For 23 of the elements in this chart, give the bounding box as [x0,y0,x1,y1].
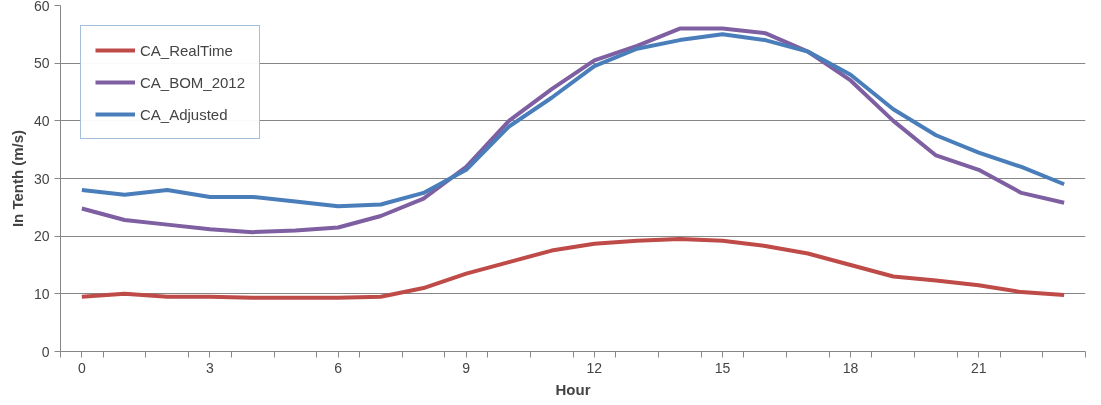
y-tick-label: 50 [33,55,50,72]
x-tick-label: 3 [206,359,215,376]
line-series [79,26,1067,235]
x-axis-title: Hour [555,380,591,398]
x-tick-label: 6 [334,359,343,376]
x-tick-label: 15 [714,359,731,376]
x-tick-label: 21 [970,359,987,376]
y-tick-label: 0 [41,343,50,360]
legend-label: CA_Adjusted [140,105,228,123]
y-tick-label: 40 [33,112,50,129]
legend-label: CA_BOM_2012 [140,73,246,91]
x-tick-label: 18 [842,359,859,376]
line-series [79,237,1067,300]
y-tick-label: 60 [33,0,50,14]
y-axis-title: In Tenth (m/s) [8,129,26,228]
x-tick-label: 9 [462,359,471,376]
y-tick-label: 10 [33,285,50,302]
x-tick-label: 0 [77,359,86,376]
x-tick-label: 12 [586,359,603,376]
y-tick-label: 30 [33,170,50,187]
legend-label: CA_RealTime [140,41,233,59]
y-tick-label: 20 [33,228,50,245]
line-series [79,32,1067,209]
